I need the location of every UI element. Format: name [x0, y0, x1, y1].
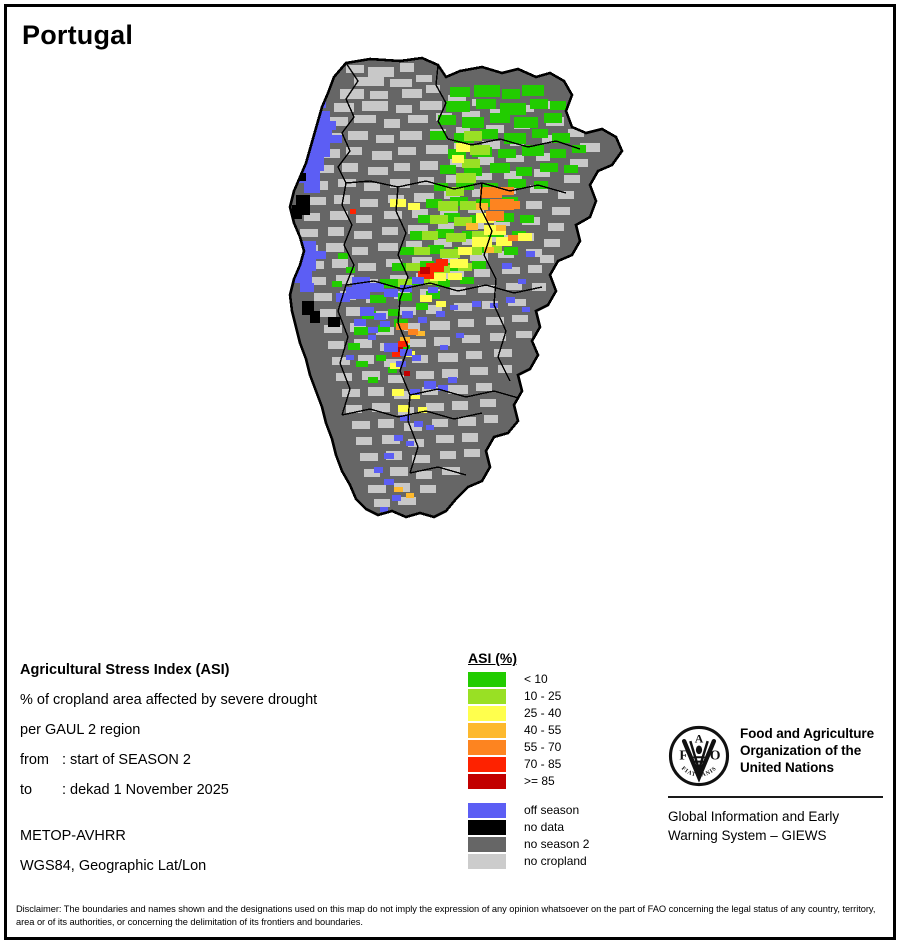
legend-label-55-70: 55 - 70 [524, 740, 562, 754]
legend-label-70-85: 70 - 85 [524, 757, 562, 771]
info-period-from: from : start of SEASON 2 [20, 745, 440, 775]
map-admin-boundaries [337, 62, 581, 476]
svg-text:F: F [679, 748, 687, 763]
legend-swatch-40-55 [468, 723, 506, 738]
map-asi-70-85-layer [350, 209, 448, 357]
fao-name-line2: Organization of the [740, 743, 862, 758]
legend-swatch-55-70 [468, 740, 506, 755]
legend-swatch-no-cropland [468, 854, 506, 869]
giews-label: Global Information and Early Warning Sys… [668, 807, 883, 845]
legend-swatch-off-season [468, 803, 506, 818]
info-to-label: to [20, 782, 33, 798]
legend-label-no-cropland: no cropland [524, 854, 587, 868]
legend-spacer [468, 790, 658, 802]
legend-label-no-season-2: no season 2 [524, 837, 590, 851]
map-asi-gte85-layer [396, 267, 430, 376]
map-no-data-layer [292, 173, 340, 327]
legend-label-40-55: 40 - 55 [524, 723, 562, 737]
map-legend: ASI (%) < 10 10 - 25 25 - 40 40 - 55 55 … [468, 650, 658, 870]
legend-label-25-40: 25 - 40 [524, 706, 562, 720]
legend-swatch-70-85 [468, 757, 506, 772]
legend-swatch-lt10 [468, 672, 506, 687]
svg-text:A: A [695, 732, 704, 745]
fao-branding-block: F A O FIAT PANIS Food and Agriculture Or… [668, 725, 883, 845]
legend-swatch-10-25 [468, 689, 506, 704]
page-title: Portugal [22, 20, 134, 50]
info-sensor: METOP-AVHRR [20, 828, 126, 844]
fao-logo-and-name: F A O FIAT PANIS Food and Agriculture Or… [668, 725, 883, 787]
legend-label-10-25: 10 - 25 [524, 689, 562, 703]
fao-name-line1: Food and Agriculture [740, 726, 874, 741]
legend-swatch-no-data [468, 820, 506, 835]
fao-organization-name: Food and Agriculture Organization of the… [740, 725, 874, 776]
info-aggregation: per GAUL 2 region [20, 722, 141, 738]
fao-logo-icon: F A O FIAT PANIS [668, 725, 730, 787]
legend-item-25-40[interactable]: 25 - 40 [468, 705, 658, 722]
legend-label-off-season: off season [524, 803, 580, 817]
legend-item-40-55[interactable]: 40 - 55 [468, 722, 658, 739]
map-info-block: Agricultural Stress Index (ASI) % of cro… [20, 655, 440, 881]
giews-line2: Warning System – GIEWS [668, 828, 827, 843]
legend-item-lt10[interactable]: < 10 [468, 671, 658, 688]
info-heading: Agricultural Stress Index (ASI) [20, 662, 230, 678]
legend-swatch-25-40 [468, 706, 506, 721]
info-projection: WGS84, Geographic Lat/Lon [20, 858, 207, 874]
legend-label-gte85: >= 85 [524, 774, 555, 788]
legend-item-no-data[interactable]: no data [468, 819, 658, 836]
legend-title: ASI (%) [468, 650, 517, 666]
fao-divider [668, 796, 883, 798]
legend-item-gte85[interactable]: >= 85 [468, 773, 658, 790]
legend-item-70-85[interactable]: 70 - 85 [468, 756, 658, 773]
map-asi-55-70-layer [396, 187, 520, 335]
info-to-value: : dekad 1 November 2025 [62, 782, 229, 798]
map-raster [288, 56, 624, 519]
info-description: % of cropland area affected by severe dr… [20, 692, 318, 708]
svg-text:O: O [710, 748, 721, 763]
legend-item-off-season[interactable]: off season [468, 802, 658, 819]
info-from-label: from [20, 752, 49, 768]
info-spacer [20, 805, 440, 821]
info-period-to: to : dekad 1 November 2025 [20, 775, 440, 805]
disclaimer-text: Disclaimer: The boundaries and names sho… [16, 904, 876, 927]
legend-label-lt10: < 10 [524, 672, 548, 686]
legend-swatch-gte85 [468, 774, 506, 789]
legend-item-55-70[interactable]: 55 - 70 [468, 739, 658, 756]
legend-swatch-no-season-2 [468, 837, 506, 852]
map-country-outline [288, 56, 624, 519]
giews-line1: Global Information and Early [668, 809, 840, 824]
legend-item-no-season-2[interactable]: no season 2 [468, 836, 658, 853]
fao-name-line3: United Nations [740, 760, 834, 775]
legend-item-no-cropland[interactable]: no cropland [468, 853, 658, 870]
legend-label-no-data: no data [524, 820, 565, 834]
legend-item-10-25[interactable]: 10 - 25 [468, 688, 658, 705]
asi-map[interactable] [250, 55, 670, 615]
info-from-value: : start of SEASON 2 [62, 752, 191, 768]
